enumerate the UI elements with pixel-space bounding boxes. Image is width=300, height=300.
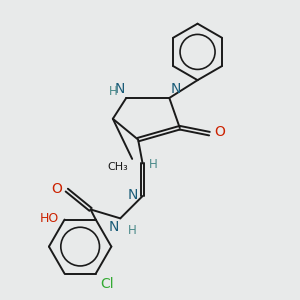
Text: CH₃: CH₃ [107,162,128,172]
Text: N: N [108,220,119,234]
Text: H: H [149,158,158,171]
Text: O: O [214,125,225,139]
Text: O: O [51,182,62,196]
Text: H: H [109,85,117,98]
Text: Cl: Cl [100,277,114,291]
Text: N: N [171,82,181,96]
Text: HO: HO [39,212,58,225]
Text: H: H [128,224,136,237]
Text: N: N [128,188,138,202]
Text: N: N [114,82,125,96]
